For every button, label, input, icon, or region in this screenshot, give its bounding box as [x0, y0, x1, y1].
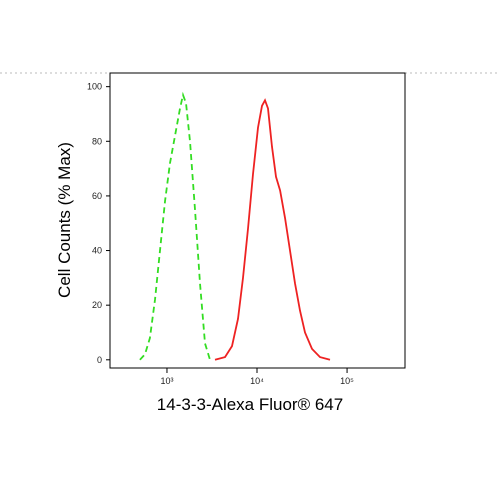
y-tick-label: 20 — [92, 300, 102, 310]
x-tick-label: 10⁴ — [250, 376, 264, 386]
y-tick-label: 0 — [97, 355, 102, 365]
histogram-line — [214, 98, 331, 361]
y-axis-label: Cell Counts (% Max) — [55, 142, 74, 298]
histogram-line — [139, 91, 211, 361]
plot-frame — [109, 72, 406, 369]
x-tick-label: 10⁵ — [340, 376, 354, 386]
x-tick-label: 10³ — [160, 376, 173, 386]
y-tick-label: 60 — [92, 191, 102, 201]
x-axis-label: 14-3-3-Alexa Fluor® 647 — [157, 395, 343, 414]
y-tick-label: 80 — [92, 136, 102, 146]
y-tick-label: 100 — [87, 82, 102, 92]
y-tick-label: 40 — [92, 246, 102, 256]
